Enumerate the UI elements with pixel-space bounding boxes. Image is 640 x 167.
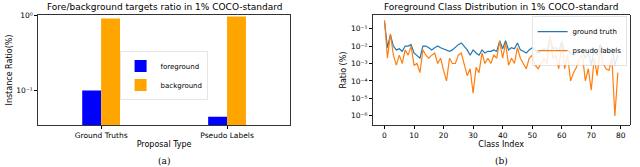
svg-text:pseudo labels: pseudo labels: [573, 47, 622, 55]
svg-text:10: 10: [409, 131, 419, 140]
svg-text:10⁻⁶: 10⁻⁶: [351, 111, 368, 120]
svg-text:Proposal Type: Proposal Type: [137, 140, 192, 149]
svg-text:10⁻³: 10⁻³: [351, 59, 368, 68]
svg-text:ground truth: ground truth: [573, 28, 617, 36]
svg-text:Ratio (%): Ratio (%): [339, 52, 348, 89]
svg-text:Foreground Class Distribution: Foreground Class Distribution in 1% COCO…: [384, 2, 618, 12]
svg-text:10⁻¹: 10⁻¹: [351, 24, 368, 33]
svg-text:10⁻²: 10⁻²: [351, 42, 368, 51]
svg-text:Instance Ratio(%): Instance Ratio(%): [5, 35, 14, 106]
svg-text:20: 20: [439, 131, 449, 140]
svg-text:10⁰: 10⁰: [20, 11, 33, 20]
svg-text:0: 0: [382, 131, 387, 140]
svg-text:10⁻⁵: 10⁻⁵: [351, 94, 368, 103]
svg-text:Ground Truths: Ground Truths: [75, 131, 128, 140]
svg-text:70: 70: [586, 131, 596, 140]
svg-text:30: 30: [468, 131, 478, 140]
svg-text:foreground: foreground: [161, 63, 200, 71]
svg-text:background: background: [161, 82, 202, 90]
svg-text:Fore/background targets ratio: Fore/background targets ratio in 1% COCO…: [47, 2, 282, 12]
svg-text:(a): (a): [158, 156, 170, 166]
svg-text:(b): (b): [495, 156, 508, 166]
svg-text:40: 40: [498, 131, 508, 140]
svg-text:80: 80: [616, 131, 626, 140]
svg-text:Pseudo Labels: Pseudo Labels: [200, 131, 254, 140]
svg-text:10⁻¹: 10⁻¹: [16, 86, 33, 95]
svg-text:Class Index: Class Index: [478, 140, 524, 149]
svg-text:60: 60: [557, 131, 567, 140]
svg-text:50: 50: [527, 131, 537, 140]
svg-text:10⁻⁴: 10⁻⁴: [351, 77, 368, 86]
